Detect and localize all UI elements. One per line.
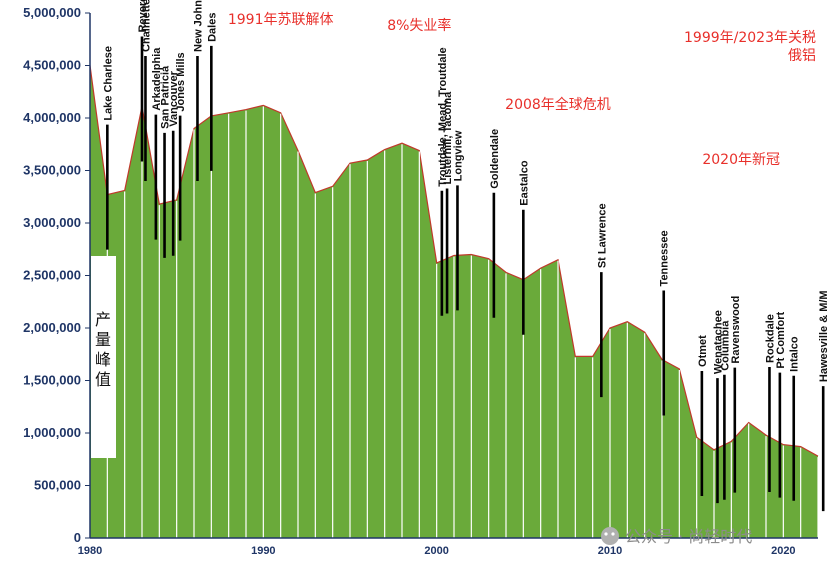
event-annotation: 2008年全球危机 (505, 96, 611, 113)
x-tick-label: 1980 (78, 545, 102, 557)
closure-label: San Patricia (160, 65, 172, 129)
closure-label: Otmet (697, 335, 709, 367)
closure-label: Tennessee (659, 230, 671, 286)
closure-label: Arkadelphia (151, 47, 163, 111)
y-tick-label: 500,000 (34, 478, 81, 493)
x-tick-label: 1990 (251, 545, 275, 557)
y-tick-label: 3,000,000 (23, 215, 81, 230)
closure-label: Chalmette (140, 0, 152, 52)
closure-label: Goldendale (489, 129, 501, 189)
watermark-text: 公众号 · 尚轻时代 (625, 527, 752, 546)
x-tick-label: 2000 (424, 545, 448, 557)
event-annotation: 1991年苏联解体 (228, 12, 334, 28)
event-annotation: 8%失业率 (387, 17, 451, 34)
y-tick-label: 1,000,000 (23, 425, 81, 440)
closure-label: Listerhill, Tacoma (442, 91, 454, 185)
side-label-box (91, 256, 116, 458)
watermark: 公众号 · 尚轻时代 (601, 527, 752, 546)
y-tick-label: 2,000,000 (23, 320, 81, 335)
closure-label: Lake Charlese (102, 46, 114, 121)
closure-label: Eastalco (518, 160, 530, 206)
closure-label: Troutdale, Mead, Troutdale (437, 47, 449, 186)
production-area (89, 65, 819, 538)
x-tick-label: 2020 (771, 545, 795, 557)
side-label-char-2: 量 (95, 330, 111, 349)
event-annotation: 2020年新冠 (702, 152, 780, 168)
x-tick-label: 2010 (598, 545, 622, 557)
y-tick-labels: 0 500,000 1,000,000 1,500,000 2,000,000 2,500… (23, 5, 90, 545)
side-label-char-3: 峰 (95, 350, 111, 369)
x-tick-labels: 1980 1990 2000 2010 2020 (78, 545, 796, 557)
y-tick-label: 3,500,000 (23, 163, 81, 178)
side-label: 产 量 峰 值 (95, 310, 111, 389)
y-tick-label: 5,000,000 (23, 5, 81, 20)
side-label-char-1: 产 (95, 310, 111, 329)
y-tick-label: 0 (74, 530, 81, 545)
wechat-icon (601, 527, 619, 545)
closure-label: Longview (452, 130, 464, 181)
y-tick-label: 4,000,000 (23, 110, 81, 125)
y-tick-label: 2,500,000 (23, 268, 81, 283)
closure-label: Rockdale (764, 314, 776, 363)
closure-label: Intalco (789, 336, 801, 372)
closure-label: Hawesville & M/M (818, 290, 830, 382)
event-annotation: 1999年/2023年关税 (684, 30, 816, 46)
closure-labels: Lake CharleseRevereChalmetteArkadelphiaS… (102, 0, 830, 382)
event-annotations: 1991年苏联解体 8%失业率 2008年全球危机 2020年新冠 1999年/2023… (228, 12, 816, 168)
y-tick-label: 4,500,000 (23, 58, 81, 73)
closure-label: Vancouver (168, 70, 180, 126)
closure-label: Pt Comfort (775, 311, 787, 368)
closure-label: Dales (206, 13, 218, 42)
closure-label: Jones Mills (175, 52, 187, 111)
closure-label: St Lawrence (596, 203, 608, 268)
side-label-char-4: 值 (95, 370, 111, 389)
event-annotation: 俄铝 (788, 48, 816, 64)
closure-label: Ravenswood (730, 296, 742, 364)
closure-label: Wenatachee (712, 310, 724, 374)
closure-bars (106, 36, 825, 512)
closure-label: Columbia (719, 320, 731, 371)
closure-label: New Johnson (192, 0, 204, 52)
y-tick-label: 1,500,000 (23, 373, 81, 388)
closure-label: Revere (137, 0, 149, 32)
